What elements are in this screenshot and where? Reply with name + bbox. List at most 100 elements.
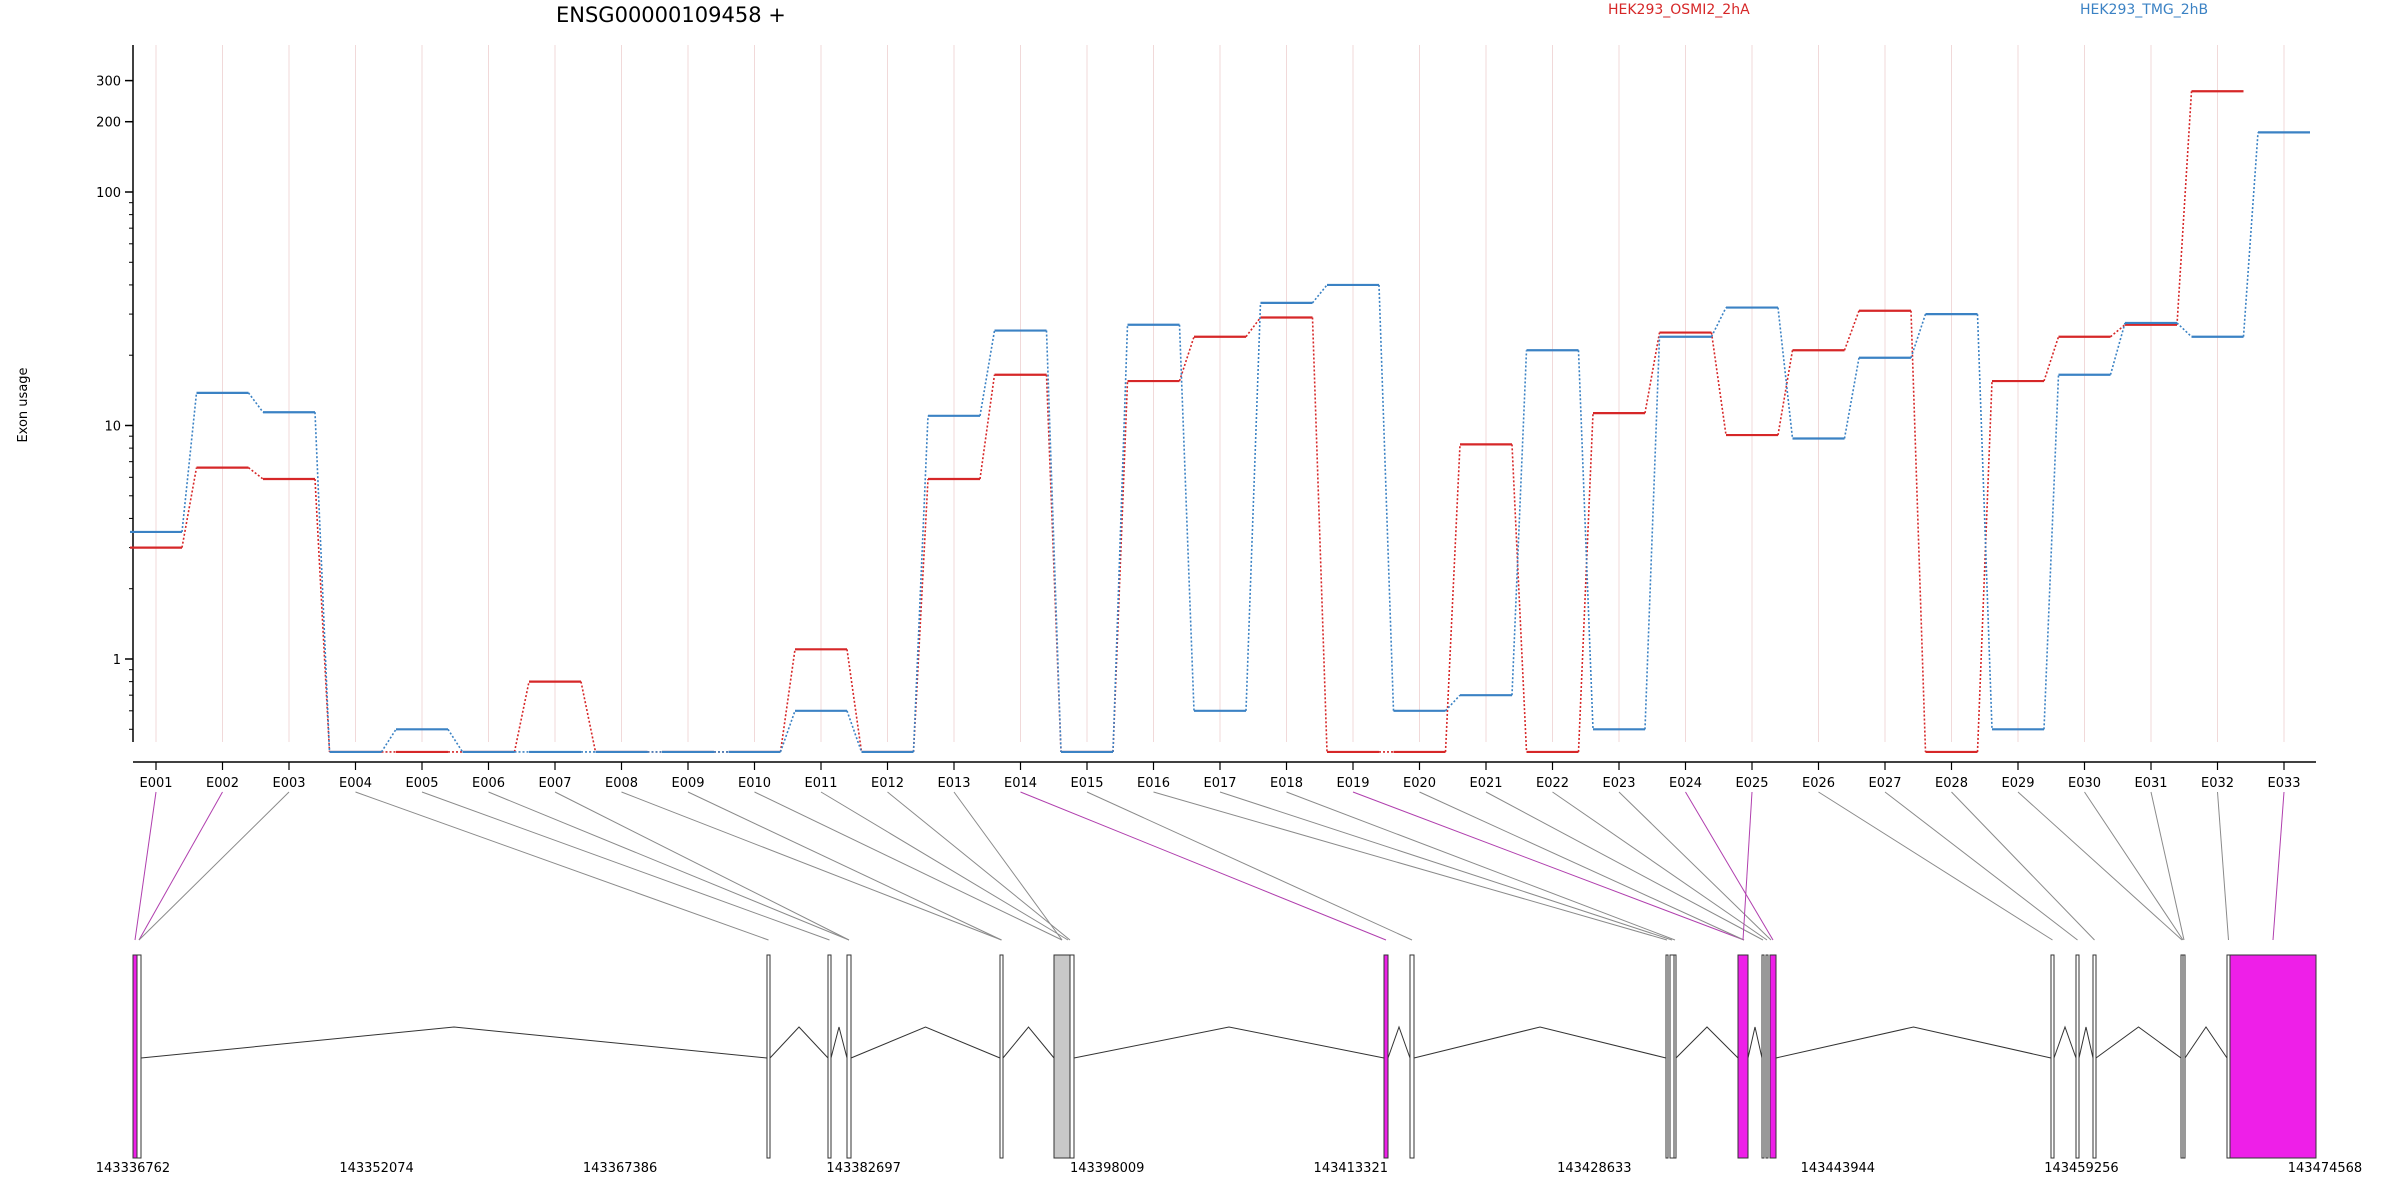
series-1-connector bbox=[181, 392, 198, 533]
series-1-connector bbox=[979, 330, 996, 416]
legend-entry-osmi2: HEK293_OSMI2_2hA bbox=[1608, 2, 1750, 18]
series-0-connector bbox=[1577, 413, 1594, 752]
y-tick-label: 10 bbox=[104, 420, 121, 435]
series-1-connector bbox=[1976, 314, 1993, 730]
exon-box-e027 bbox=[2075, 954, 2080, 1159]
intron bbox=[830, 1026, 848, 1059]
series-1-connector bbox=[1444, 694, 1461, 712]
series-0-connector bbox=[1245, 317, 1262, 338]
series-0-connector bbox=[1777, 350, 1794, 436]
exon-box-e017 bbox=[1669, 954, 1675, 1159]
x-tick-label-e023: E023 bbox=[1602, 776, 1635, 791]
x-tick-label-e015: E015 bbox=[1070, 776, 1103, 791]
connector-e004 bbox=[355, 791, 769, 941]
y-tick-label: 300 bbox=[96, 75, 121, 90]
series-1-connector bbox=[2109, 322, 2126, 375]
intron bbox=[2053, 1025, 2077, 1059]
x-tick-label-e028: E028 bbox=[1935, 776, 1968, 791]
intron bbox=[1073, 1026, 1385, 1059]
x-tick-label-e021: E021 bbox=[1469, 776, 1502, 791]
series-0-connector bbox=[1843, 310, 1860, 351]
x-tick-label-e033: E033 bbox=[2267, 776, 2300, 791]
series-0-connector bbox=[248, 467, 264, 480]
series-1-connector bbox=[1710, 307, 1727, 338]
series-0-connector bbox=[1644, 332, 1661, 414]
exon-box-e022 bbox=[1765, 954, 1769, 1159]
exon-box-e014 bbox=[1383, 954, 1389, 1159]
genomic-tick-label: 143413321 bbox=[1314, 1161, 1388, 1176]
exon-box-e005 bbox=[827, 954, 832, 1159]
connector-e014 bbox=[1020, 791, 1387, 941]
x-tick-label-e012: E012 bbox=[871, 776, 904, 791]
series-0-connector bbox=[580, 681, 597, 753]
x-tick-label-e026: E026 bbox=[1802, 776, 1835, 791]
x-tick-label-e006: E006 bbox=[472, 776, 505, 791]
x-tick-label-e010: E010 bbox=[738, 776, 771, 791]
genomic-tick-label: 143336762 bbox=[96, 1161, 170, 1176]
exon-box-e009 bbox=[999, 954, 1004, 1159]
connector-e030 bbox=[2084, 791, 2184, 941]
connector-e009 bbox=[687, 791, 1002, 941]
connector-e023 bbox=[1618, 791, 1772, 941]
chart-title: ENSG00000109458 + bbox=[556, 3, 786, 27]
series-1-connector bbox=[1777, 307, 1794, 439]
x-tick-label-e032: E032 bbox=[2201, 776, 2234, 791]
intron bbox=[1775, 1026, 2052, 1059]
exon-box-e003 bbox=[136, 954, 142, 1159]
series-0-connector bbox=[2176, 91, 2193, 325]
connector-e025 bbox=[1742, 791, 1753, 941]
series-1-connector bbox=[1511, 350, 1528, 696]
connector-e024 bbox=[1685, 791, 1774, 941]
x-tick-label-e016: E016 bbox=[1137, 776, 1170, 791]
series-0-connector bbox=[1511, 444, 1528, 752]
intron bbox=[1413, 1026, 1667, 1059]
exon-box-e013 bbox=[1053, 954, 1071, 1159]
vertical-grid bbox=[155, 45, 2285, 742]
intron bbox=[2078, 1026, 2094, 1059]
x-tick-label-e031: E031 bbox=[2134, 776, 2167, 791]
genomic-tick-label: 143428633 bbox=[1557, 1161, 1631, 1176]
exon-box-e025 bbox=[1737, 954, 1749, 1159]
genomic-tick-label: 143382697 bbox=[826, 1161, 900, 1176]
genomic-tick-label: 143474568 bbox=[2288, 1161, 2362, 1176]
x-tick-label-e020: E020 bbox=[1403, 776, 1436, 791]
intron bbox=[140, 1026, 768, 1059]
intron bbox=[1387, 1025, 1411, 1059]
series-0-connector bbox=[2043, 336, 2060, 382]
series-0-connector bbox=[1910, 310, 1927, 752]
connector-e003 bbox=[138, 791, 290, 941]
series-1-connector bbox=[1178, 324, 1195, 711]
exon-box-e021 bbox=[1761, 954, 1765, 1159]
x-tick-label-e030: E030 bbox=[2068, 776, 2101, 791]
connector-e032 bbox=[2217, 791, 2229, 941]
series-0-connector bbox=[779, 649, 796, 753]
x-tick-label-e018: E018 bbox=[1270, 776, 1303, 791]
connector-e029 bbox=[2017, 791, 2183, 941]
connector-e031 bbox=[2150, 791, 2185, 941]
series-1-connector bbox=[1112, 324, 1129, 752]
connector-e005 bbox=[421, 791, 830, 941]
intron bbox=[1002, 1026, 1055, 1059]
series-1-connector bbox=[1378, 284, 1395, 711]
x-tick-label-e008: E008 bbox=[605, 776, 638, 791]
x-tick-label-e019: E019 bbox=[1336, 776, 1369, 791]
exon-connectors bbox=[134, 791, 2285, 941]
series-0-connector bbox=[1112, 381, 1129, 752]
exon-box-e018 bbox=[1673, 954, 1677, 1159]
genomic-tick-label: 143443944 bbox=[1801, 1161, 1875, 1176]
intron bbox=[2095, 1026, 2182, 1059]
genomic-tick-label: 143367386 bbox=[583, 1161, 657, 1176]
connector-e016 bbox=[1153, 791, 1668, 941]
series-1-connector bbox=[380, 728, 397, 753]
genomic-coordinate-axis: 143336762 143352074 143367386 143382697 1433… bbox=[96, 1161, 2362, 1176]
connector-e026 bbox=[1818, 791, 2053, 941]
connector-e011 bbox=[820, 791, 1069, 941]
connector-e015 bbox=[1086, 791, 1413, 941]
x-tick-label-e022: E022 bbox=[1536, 776, 1569, 791]
y-tick-label: 1 bbox=[113, 653, 121, 668]
exon-box-e024 bbox=[1769, 954, 1777, 1159]
connector-e002 bbox=[138, 791, 223, 941]
genomic-tick-label: 143459256 bbox=[2044, 1161, 2118, 1176]
x-tick-label-e007: E007 bbox=[538, 776, 571, 791]
x-tick-label-e025: E025 bbox=[1735, 776, 1768, 791]
